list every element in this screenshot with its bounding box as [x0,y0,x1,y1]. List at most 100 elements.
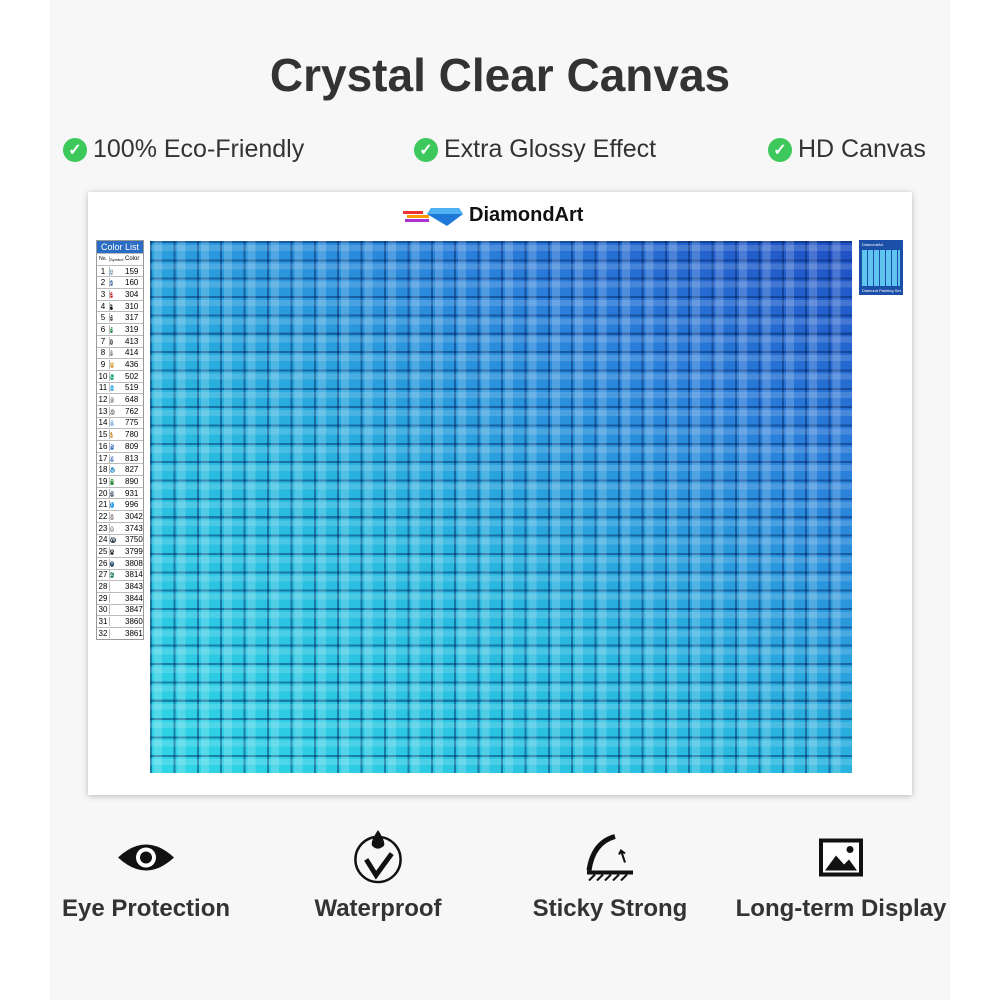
color-list-row: 26 Y 3808 [97,556,143,569]
thumbnail-caption: Diamond Painting Set [862,288,901,293]
color-list-row: 7 7 413 [97,334,143,347]
row-number: 8 [97,348,110,358]
thumbnail-preview: DiamondArt Diamond Painting Set [859,240,903,295]
row-color-code: 160 [125,278,139,288]
row-symbol: U [110,511,124,522]
symbol-badge: K [110,443,115,450]
feature-label: HD Canvas [798,135,926,163]
row-symbol: 8 [110,347,124,358]
row-color-code: 827 [125,465,139,475]
row-number: 5 [97,313,110,323]
peel-adhesive-icon [586,834,633,882]
row-number: 18 [97,465,110,475]
symbol-badge: Y [110,560,115,567]
symbol-badge: X [110,549,115,556]
row-color-code: 996 [125,500,139,510]
symbol-badge: N [110,455,115,462]
row-symbol: K [110,441,124,452]
row-symbol: F [110,394,124,405]
header-no: No. [97,256,110,263]
color-list-row: 12 F 648 [97,393,143,405]
color-list-row: 20 S 931 [97,486,143,499]
symbol-badge: D [110,385,115,392]
row-number: 26 [97,558,110,568]
feature-eco: ✓ 100% Eco-Friendly [63,135,304,164]
row-color-code: 3814 [125,570,143,580]
symbol-badge: A [110,362,115,369]
color-list-row: 2 2 160 [97,276,143,288]
row-symbol: V [110,523,124,534]
symbol-badge: H [110,420,115,427]
row-number: 7 [97,336,110,346]
symbol-badge: 8 [110,350,114,357]
feature-label: Long-term Display [735,895,947,922]
feature-label: 100% Eco-Friendly [93,135,305,163]
feature-waterproof: Waterproof [258,830,498,923]
color-list-row: 16 K 809 [97,440,143,452]
symbol-badge: 1 [110,268,114,275]
row-number: 10 [97,371,110,381]
row-symbol: N [110,453,124,464]
row-color-code: 319 [125,324,139,334]
row-symbol: H [110,417,124,428]
color-list-row: 19 R 890 [97,475,143,487]
check-icon: ✓ [414,137,438,162]
feature-label: Eye Protection [61,895,231,922]
row-color-code: 310 [125,301,139,311]
row-symbol: G [110,406,124,417]
row-color-code: 3042 [125,511,143,521]
row-number: 14 [97,418,110,428]
row-symbol: W [110,534,124,545]
row-color-code: 762 [125,406,139,416]
feature-glossy: ✓ Extra Glossy Effect [414,135,656,164]
row-color-code: 3861 [125,628,143,638]
row-color-code: 3750 [125,535,143,545]
feature-eye-protection: Eye Protection [26,830,266,923]
symbol-badge: S [110,490,115,497]
feature-sticky-strong: Sticky Strong [490,830,730,923]
row-number: 24 [97,535,110,545]
row-number: 17 [97,453,110,463]
row-number: 3 [97,289,110,299]
feature-label: Waterproof [314,895,442,922]
row-number: 9 [97,360,110,370]
check-icon: ✓ [63,137,87,162]
row-number: 22 [97,511,110,521]
row-symbol: R [110,476,124,487]
row-symbol: X [110,546,124,557]
diamond-logo-icon [403,207,463,226]
thumbnail-brand: DiamondArt [862,242,884,247]
feature-long-term-display: Long-term Display [721,830,961,923]
row-number: 21 [97,500,110,510]
row-color-code: 3844 [125,593,143,603]
symbol-badge: V [110,525,115,532]
row-color-code: 3808 [125,558,143,568]
row-symbol: 6 [110,324,124,335]
row-symbol: 2 [110,277,124,288]
row-symbol: 7 [110,336,124,347]
color-list-row: 11 D 519 [97,381,143,394]
header-symbol: Symbol [110,256,124,262]
feature-label: Extra Glossy Effect [444,135,657,163]
color-list-row: 31 3860 [97,615,143,627]
color-list-row: 23 V 3743 [97,521,143,534]
row-symbol: T [110,499,124,510]
row-symbol: Q [110,464,124,475]
brand-name: DiamondArt [469,204,584,226]
symbol-badge: F [110,397,114,404]
row-number: 20 [97,488,110,498]
color-list-row: 14 H 775 [97,416,143,429]
row-symbol: Z [110,569,124,580]
row-number: 13 [97,406,110,416]
color-list-row: 30 3847 [97,603,143,616]
row-color-code: 780 [125,430,139,440]
row-color-code: 317 [125,313,139,323]
color-list-row: 4 4 310 [97,299,143,312]
row-number: 32 [97,628,110,638]
row-number: 1 [97,266,110,276]
row-color-code: 3743 [125,523,143,533]
row-number: 12 [97,395,110,405]
color-list-header: No. Symbol Color [97,253,143,265]
symbol-badge: W [110,537,116,544]
